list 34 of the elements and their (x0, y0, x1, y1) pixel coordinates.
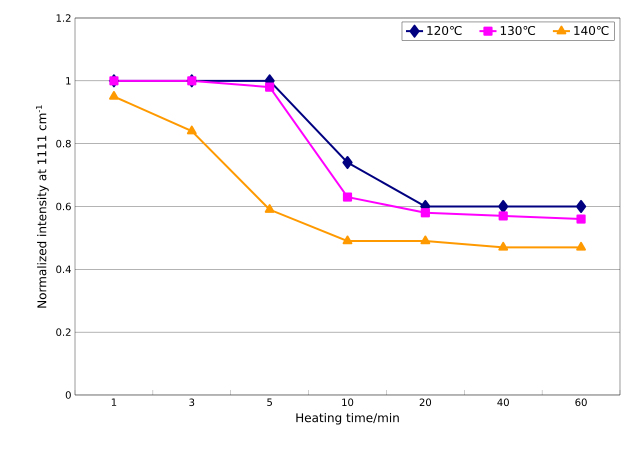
point (186, 126, 197, 134)
y-tick-label: 0.8 (56, 140, 71, 148)
x-tick-label: 40 (497, 398, 509, 406)
legend-label: 140℃ (574, 26, 608, 36)
x-tick-label: 60 (575, 398, 587, 406)
point (420, 208, 430, 218)
legend-label: 130℃ (500, 26, 536, 36)
x-axis-title: Heating time/min (296, 412, 399, 425)
x-tick-label: 3 (189, 398, 194, 406)
point (498, 211, 508, 221)
point (576, 200, 586, 213)
point (576, 214, 586, 224)
point (498, 242, 508, 251)
point (420, 236, 430, 244)
point (498, 200, 508, 213)
y-tick-label: 0 (66, 391, 71, 399)
x-tick-label: 1 (112, 398, 116, 406)
y-tick-label: 0.2 (56, 328, 70, 336)
y-tick-label: 0.4 (56, 266, 71, 274)
x-tick-label: 5 (267, 398, 272, 406)
legend-label: 120℃ (427, 26, 462, 36)
point (576, 242, 586, 251)
y-tick-label: 1 (66, 77, 71, 84)
point (109, 91, 119, 100)
y-axis-title: Normalized intensity at 1111 cm$^{-1}$ (36, 105, 49, 308)
y-tick-label: 0.6 (56, 202, 71, 210)
point (342, 192, 352, 202)
point (342, 236, 352, 244)
y-tick-label: 1.2 (56, 14, 70, 22)
point (264, 204, 275, 213)
x-tick-label: 10 (342, 398, 354, 406)
point (342, 156, 353, 170)
point (265, 82, 274, 92)
x-tick-label: 20 (420, 398, 432, 406)
